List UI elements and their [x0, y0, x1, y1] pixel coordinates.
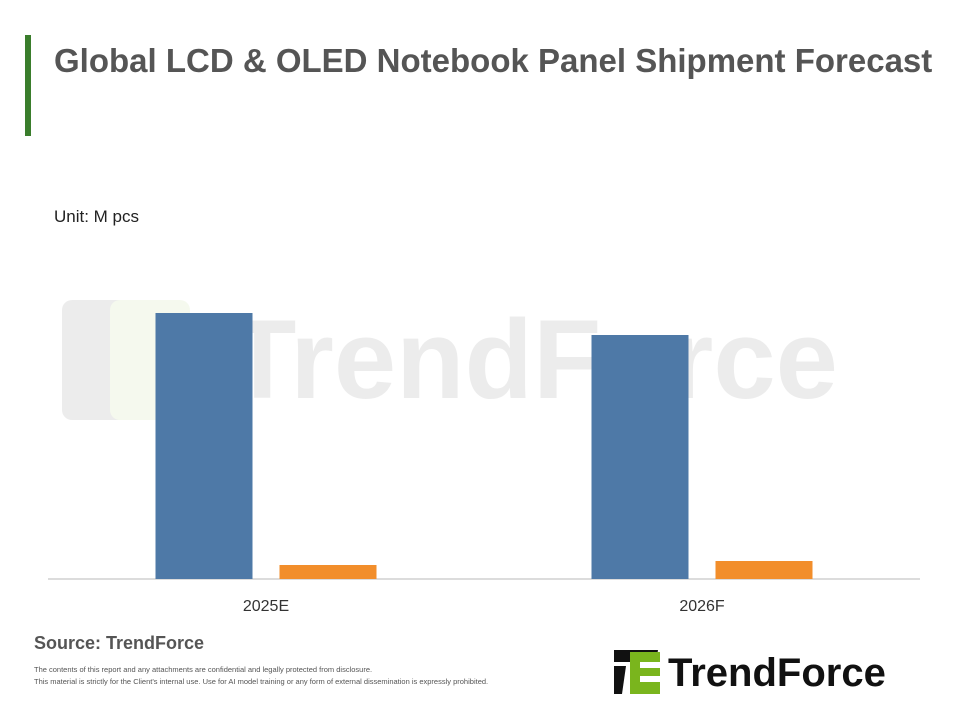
chart: TrendForce 2025E 2026F	[48, 297, 920, 615]
disclaimer-line-1: The contents of this report and any atta…	[34, 665, 373, 674]
trendforce-logo: TrendForce	[614, 650, 886, 695]
source-label: Source: TrendForce	[34, 633, 205, 653]
unit-label: Unit: M pcs	[54, 207, 140, 226]
x-tick-label: 2025E	[243, 598, 289, 615]
bar-2026F-series-2	[715, 561, 813, 579]
bar-2025E-series-2	[279, 565, 377, 579]
bar-2026F-series-1	[591, 335, 689, 579]
chart-title: Global LCD & OLED Notebook Panel Shipmen…	[54, 42, 933, 79]
watermark-text: TrendForce	[228, 297, 838, 422]
x-tick-label: 2026F	[679, 598, 725, 615]
bar-2025E-series-1	[155, 313, 253, 579]
disclaimer-line-2: This material is strictly for the Client…	[34, 677, 489, 686]
watermark: TrendForce	[62, 297, 838, 422]
svg-text:TrendForce: TrendForce	[668, 651, 886, 695]
title-accent-bar	[25, 35, 31, 136]
